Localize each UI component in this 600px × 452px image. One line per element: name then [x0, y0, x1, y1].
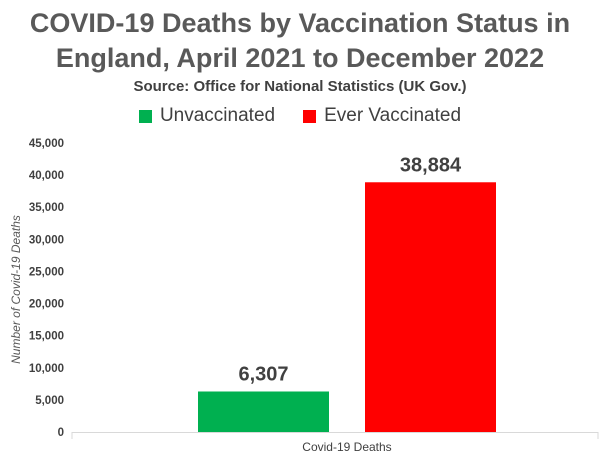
y-tick-label: 25,000 [29, 266, 64, 278]
legend-item-unvaccinated: Unvaccinated [138, 105, 276, 127]
y-tick-label: 0 [58, 427, 64, 439]
y-tick-label: 20,000 [29, 299, 64, 311]
data-label-ever-vaccinated: 38,884 [400, 154, 462, 176]
chart-subtitle: Source: Office for National Statistics (… [133, 78, 467, 95]
chart-legend: Unvaccinated Ever Vaccinated [0, 105, 600, 127]
legend-label-unvaccinated: Unvaccinated [159, 105, 276, 126]
legend-label-ever-vaccinated: Ever Vaccinated [324, 105, 462, 126]
y-tick-label: 30,000 [29, 234, 64, 246]
y-axis-title: Number of Covid-19 Deaths [9, 215, 23, 364]
legend-item-ever-vaccinated: Ever Vaccinated [303, 105, 461, 127]
chart-title-line-2: England, April 2021 to December 2022 [55, 43, 545, 73]
y-tick-label: 5,000 [35, 395, 64, 407]
chart-title-line-1: COVID-19 Deaths by Vaccination Status in [29, 8, 571, 38]
bar-ever-vaccinated [365, 182, 496, 432]
legend-swatch-unvaccinated [138, 109, 152, 123]
bar-unvaccinated [198, 391, 329, 432]
y-tick-label: 35,000 [29, 202, 64, 214]
x-category-label: Covid-19 Deaths [302, 440, 391, 452]
y-tick-label: 40,000 [29, 170, 64, 182]
data-label-unvaccinated: 6,307 [238, 363, 288, 385]
y-tick-label: 15,000 [29, 331, 64, 343]
y-tick-label: 45,000 [29, 138, 64, 150]
y-tick-label: 10,000 [29, 363, 64, 375]
legend-swatch-ever-vaccinated [303, 109, 317, 123]
